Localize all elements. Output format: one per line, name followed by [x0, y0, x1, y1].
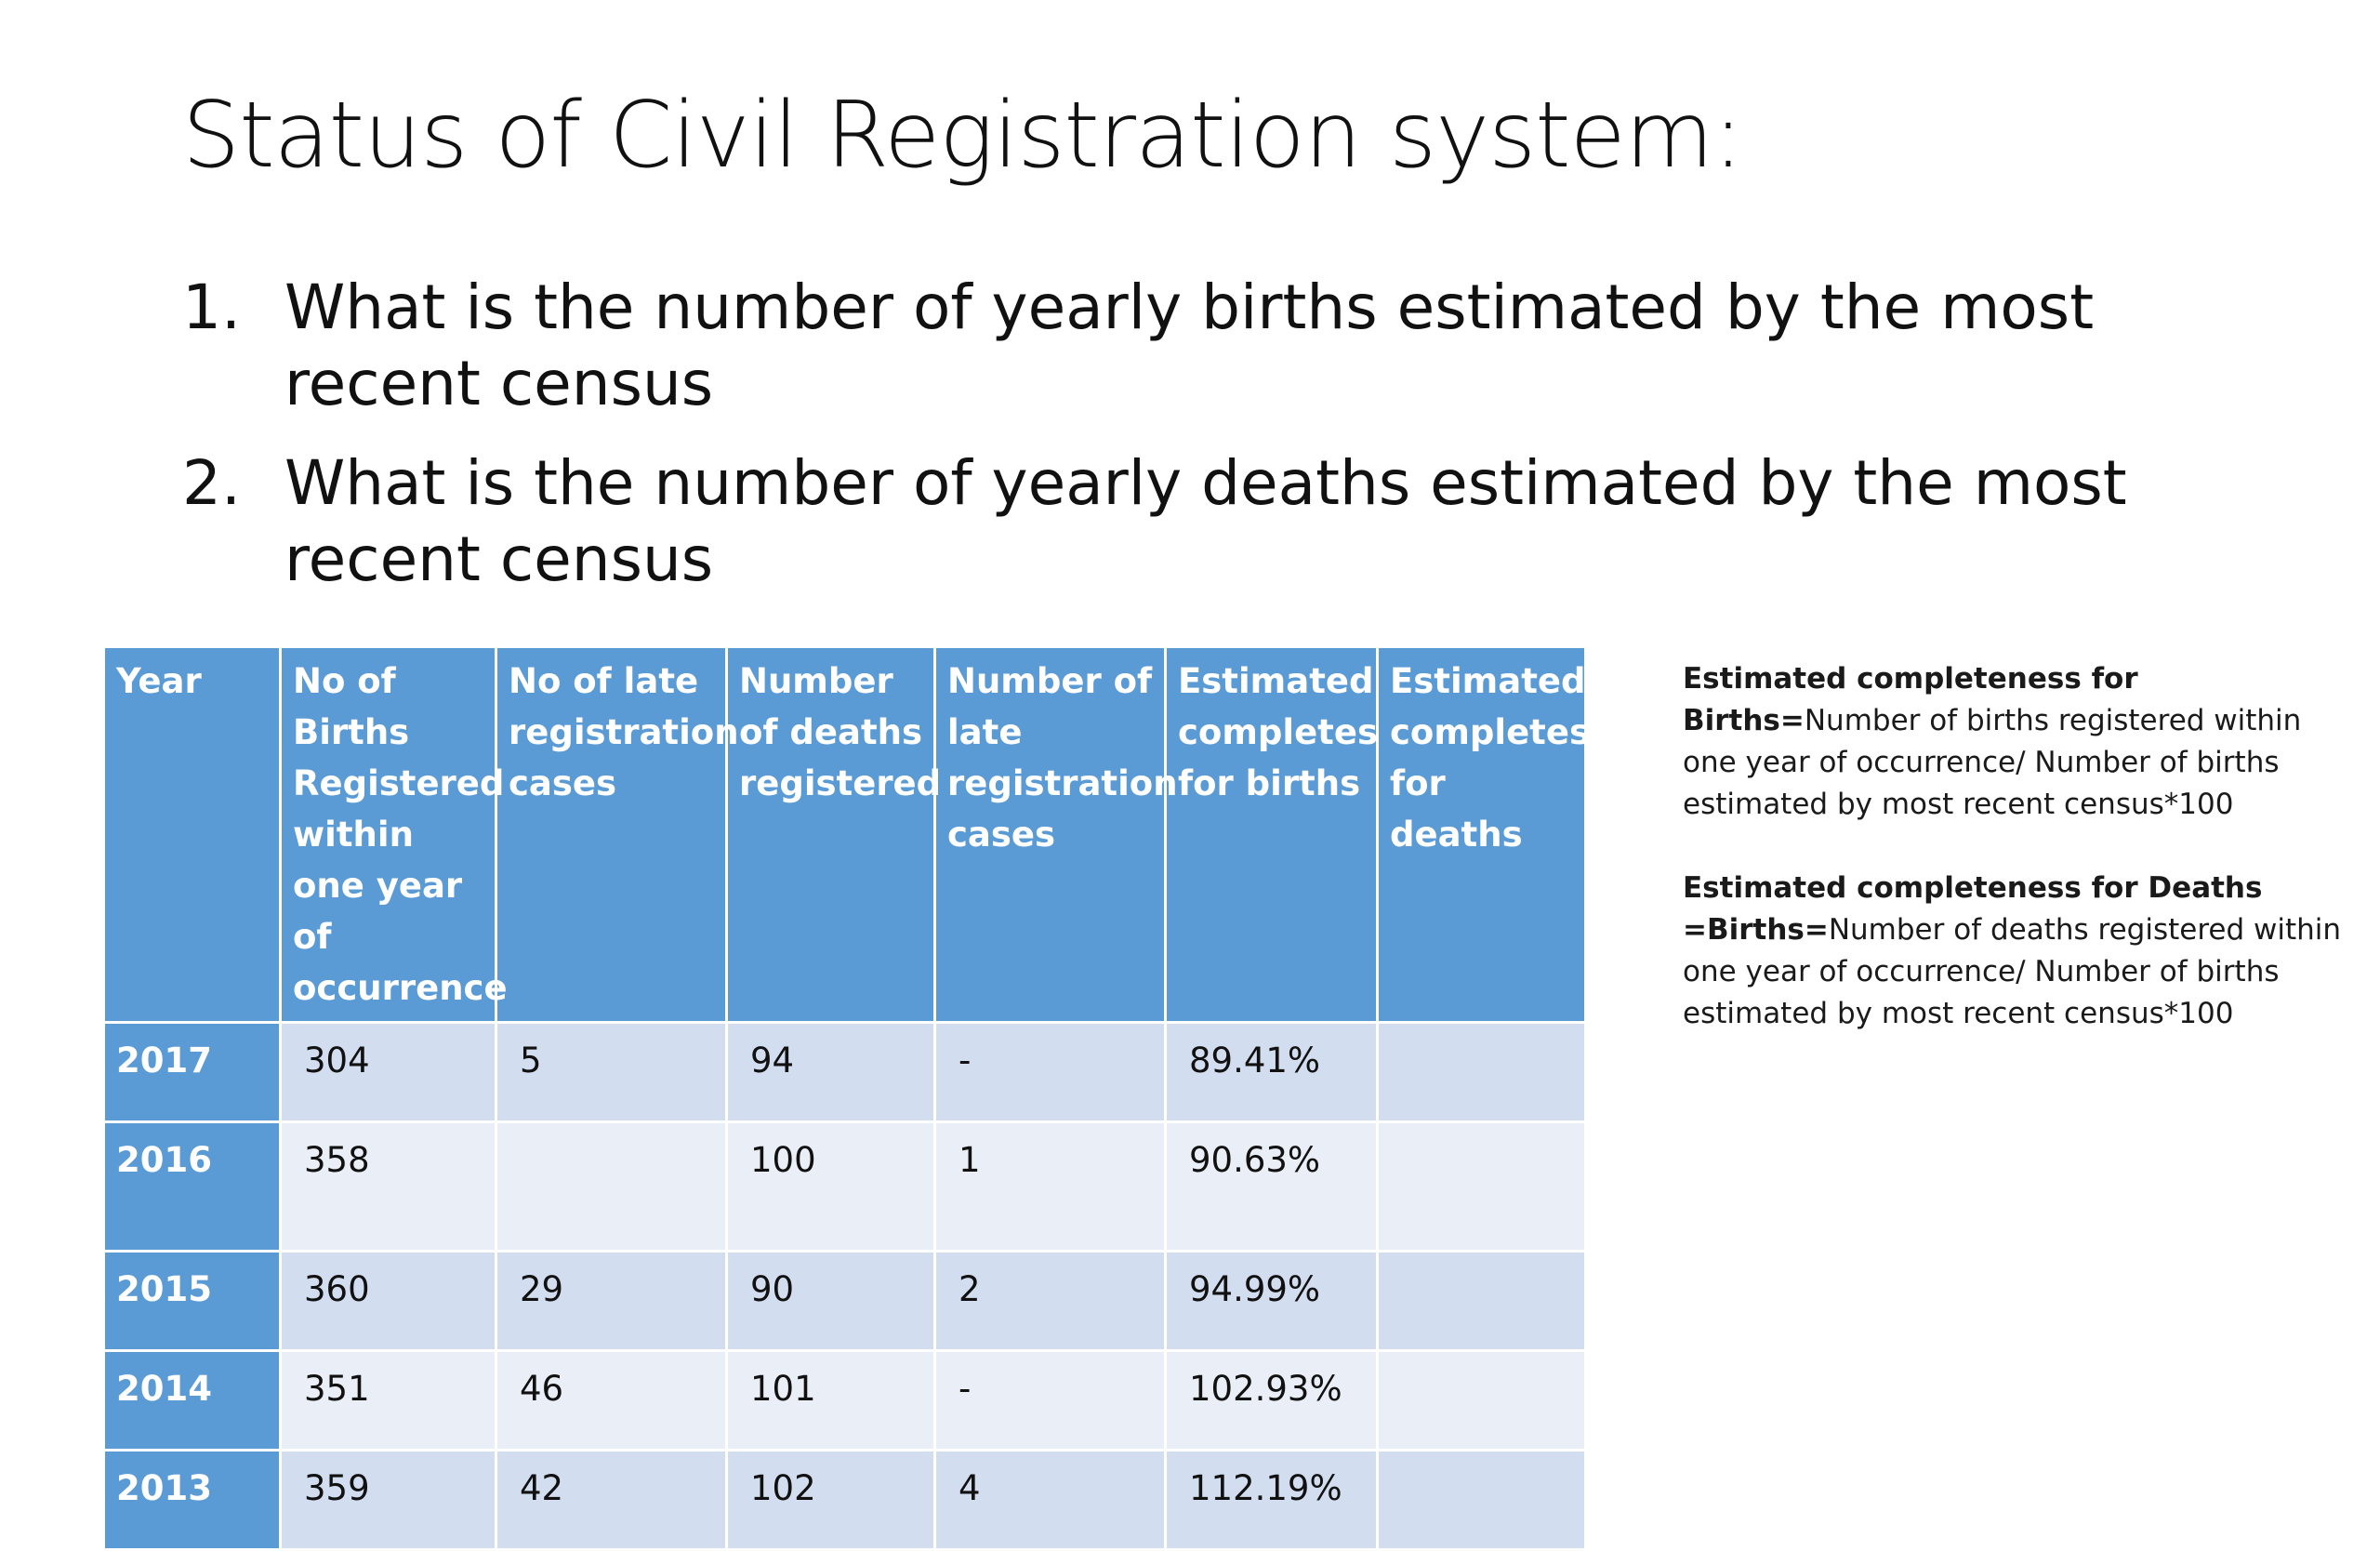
slide-title: Status of Civil Registration system:	[182, 83, 1743, 189]
table-row: 2014 351 46 101 - 102.93%	[102, 1349, 1587, 1452]
table-cell: 29	[495, 1250, 728, 1352]
question-list: 1. What is the number of yearly births e…	[182, 270, 2274, 621]
table-cell: 304	[279, 1021, 497, 1123]
table-cell: 94.99%	[1164, 1250, 1379, 1352]
header-completeness-deaths: Estimated completes for deaths	[1376, 645, 1590, 1024]
deaths-note-text: Number of deaths registered within one y…	[1683, 913, 2342, 1030]
table-cell: 90.63%	[1164, 1120, 1379, 1253]
table-cell	[1376, 1021, 1587, 1123]
table-row: 2017 304 5 94 - 89.41%	[102, 1021, 1587, 1123]
table-header-row: Year No of Births Registered within one …	[102, 645, 1590, 1024]
table-cell: 1	[933, 1120, 1167, 1253]
births-note: Estimated completeness for Births=Number…	[1683, 658, 2343, 826]
header-births-registered: No of Births Registered within one year …	[279, 645, 508, 1024]
table-cell: 90	[725, 1250, 936, 1352]
year-cell: 2015	[102, 1250, 282, 1352]
table-cell	[1376, 1250, 1587, 1352]
year-cell: 2017	[102, 1021, 282, 1123]
births-note-label: Estimated completeness for Births=	[1683, 662, 2138, 737]
table-cell: 101	[725, 1349, 936, 1452]
header-late-death-registrations: Number of late registration cases	[933, 645, 1178, 1024]
deaths-note-label: Estimated completeness for Deaths	[1683, 871, 2263, 905]
table-cell	[1376, 1449, 1587, 1551]
header-year: Year	[102, 645, 282, 1024]
question-number: 1.	[182, 272, 241, 343]
completeness-notes: Estimated completeness for Births=Number…	[1683, 658, 2343, 1077]
table-cell: 94	[725, 1021, 936, 1123]
table-cell: 102.93%	[1164, 1349, 1379, 1452]
table-cell: 89.41%	[1164, 1021, 1379, 1123]
table-cell: 359	[279, 1449, 497, 1551]
deaths-note-label-2: =Births=	[1683, 913, 1829, 947]
question-text: What is the number of yearly births esti…	[284, 272, 2095, 419]
table-cell: 100	[725, 1120, 936, 1253]
table-cell: -	[933, 1349, 1167, 1452]
header-completeness-births: Estimated completes for births	[1164, 645, 1379, 1024]
table-cell: 2	[933, 1250, 1167, 1352]
registration-table: Year No of Births Registered within one …	[102, 645, 1590, 1551]
header-deaths-registered: Number of deaths registered	[725, 645, 941, 1024]
year-cell: 2013	[102, 1449, 282, 1551]
table-cell: 42	[495, 1449, 728, 1551]
table-cell: -	[933, 1021, 1167, 1123]
question-item: 2. What is the number of yearly deaths e…	[182, 445, 2274, 598]
question-text: What is the number of yearly deaths esti…	[284, 447, 2127, 595]
question-item: 1. What is the number of yearly births e…	[182, 270, 2274, 422]
table-cell: 360	[279, 1250, 497, 1352]
table-cell: 351	[279, 1349, 497, 1452]
year-cell: 2014	[102, 1349, 282, 1452]
table-cell: 102	[725, 1449, 936, 1551]
table-cell: 112.19%	[1164, 1449, 1379, 1551]
table-cell	[495, 1120, 728, 1253]
table-row: 2015 360 29 90 2 94.99%	[102, 1250, 1587, 1352]
table-cell	[1376, 1349, 1587, 1452]
table-cell: 358	[279, 1120, 497, 1253]
deaths-note: Estimated completeness for Deaths =Birth…	[1683, 868, 2343, 1035]
question-number: 2.	[182, 447, 241, 519]
births-note-text: Number of births registered within one y…	[1683, 704, 2302, 821]
table-row: 2016 358 100 1 90.63%	[102, 1120, 1587, 1253]
table-cell: 4	[933, 1449, 1167, 1551]
table-row: 2013 359 42 102 4 112.19%	[102, 1449, 1587, 1551]
table-cell: 46	[495, 1349, 728, 1452]
header-late-birth-registrations: No of late registration cases	[495, 645, 739, 1024]
year-cell: 2016	[102, 1120, 282, 1253]
table-cell	[1376, 1120, 1587, 1253]
table-cell: 5	[495, 1021, 728, 1123]
